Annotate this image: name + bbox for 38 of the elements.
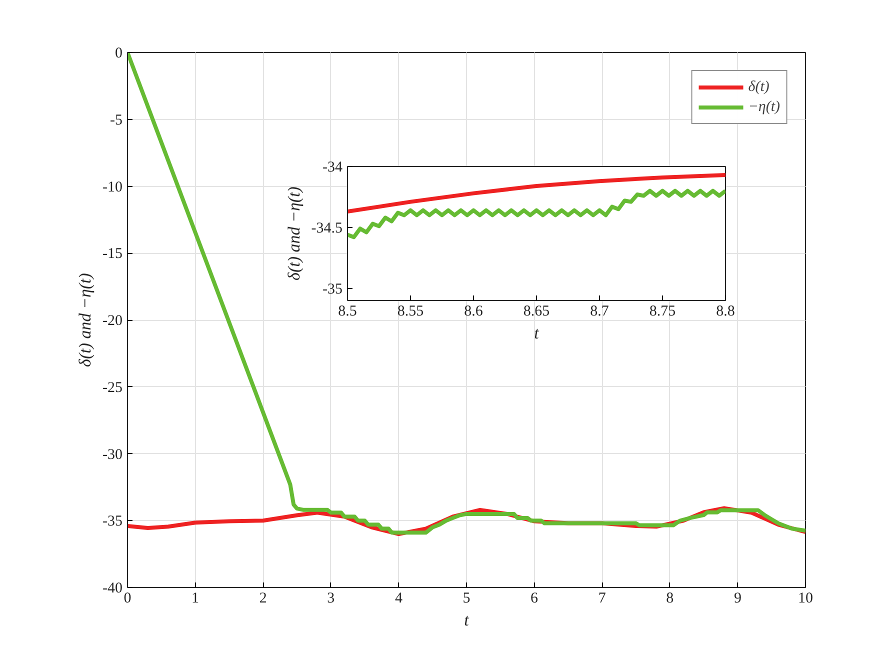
line-series: [128, 52, 806, 535]
y-tick-label: -20: [102, 313, 123, 329]
x-axis-title: t: [534, 324, 540, 342]
legend-label: δ(t): [748, 78, 770, 96]
x-tick-label: 9: [734, 590, 742, 606]
y-tick-label: -35: [322, 281, 343, 298]
x-tick-label: 10: [798, 590, 813, 606]
line-series: [348, 188, 726, 240]
x-tick-label: 8.65: [523, 304, 550, 320]
x-tick-label: 7: [598, 590, 606, 606]
x-tick-label: 8: [666, 590, 674, 606]
x-tick-label: 1: [192, 590, 200, 606]
x-tick-label: 5: [462, 590, 470, 606]
x-tick-label: 8.75: [649, 304, 676, 320]
x-tick-label: 8.8: [716, 304, 735, 320]
line-series: [348, 173, 726, 214]
y-tick-label: -5: [110, 112, 123, 128]
x-tick-label: 8.5: [338, 304, 357, 320]
x-tick-label: 4: [394, 590, 403, 606]
x-tick-label: 6: [530, 590, 539, 606]
y-tick-label: -34: [322, 160, 343, 176]
x-tick-label: 8.6: [464, 304, 484, 320]
x-tick-label: 8.55: [397, 304, 424, 320]
y-axis-title: δ(t) and −η(t): [284, 186, 304, 280]
y-tick-label: -10: [102, 179, 123, 196]
y-tick-label: -34.5: [311, 220, 343, 236]
y-tick-label: 0: [115, 46, 122, 62]
x-tick-label: 8.7: [590, 304, 610, 320]
legend-label: −η(t): [748, 98, 780, 116]
y-tick-label: -15: [102, 246, 123, 262]
y-tick-label: -40: [102, 580, 123, 596]
x-axis-title: t: [464, 610, 470, 630]
y-tick-label: -25: [102, 380, 123, 396]
y-tick-label: -35: [102, 514, 123, 530]
x-tick-label: 2: [259, 590, 267, 606]
y-tick-label: -30: [102, 446, 123, 463]
y-axis-title: δ(t) and −η(t): [76, 272, 95, 367]
x-tick-label: 3: [327, 590, 335, 606]
